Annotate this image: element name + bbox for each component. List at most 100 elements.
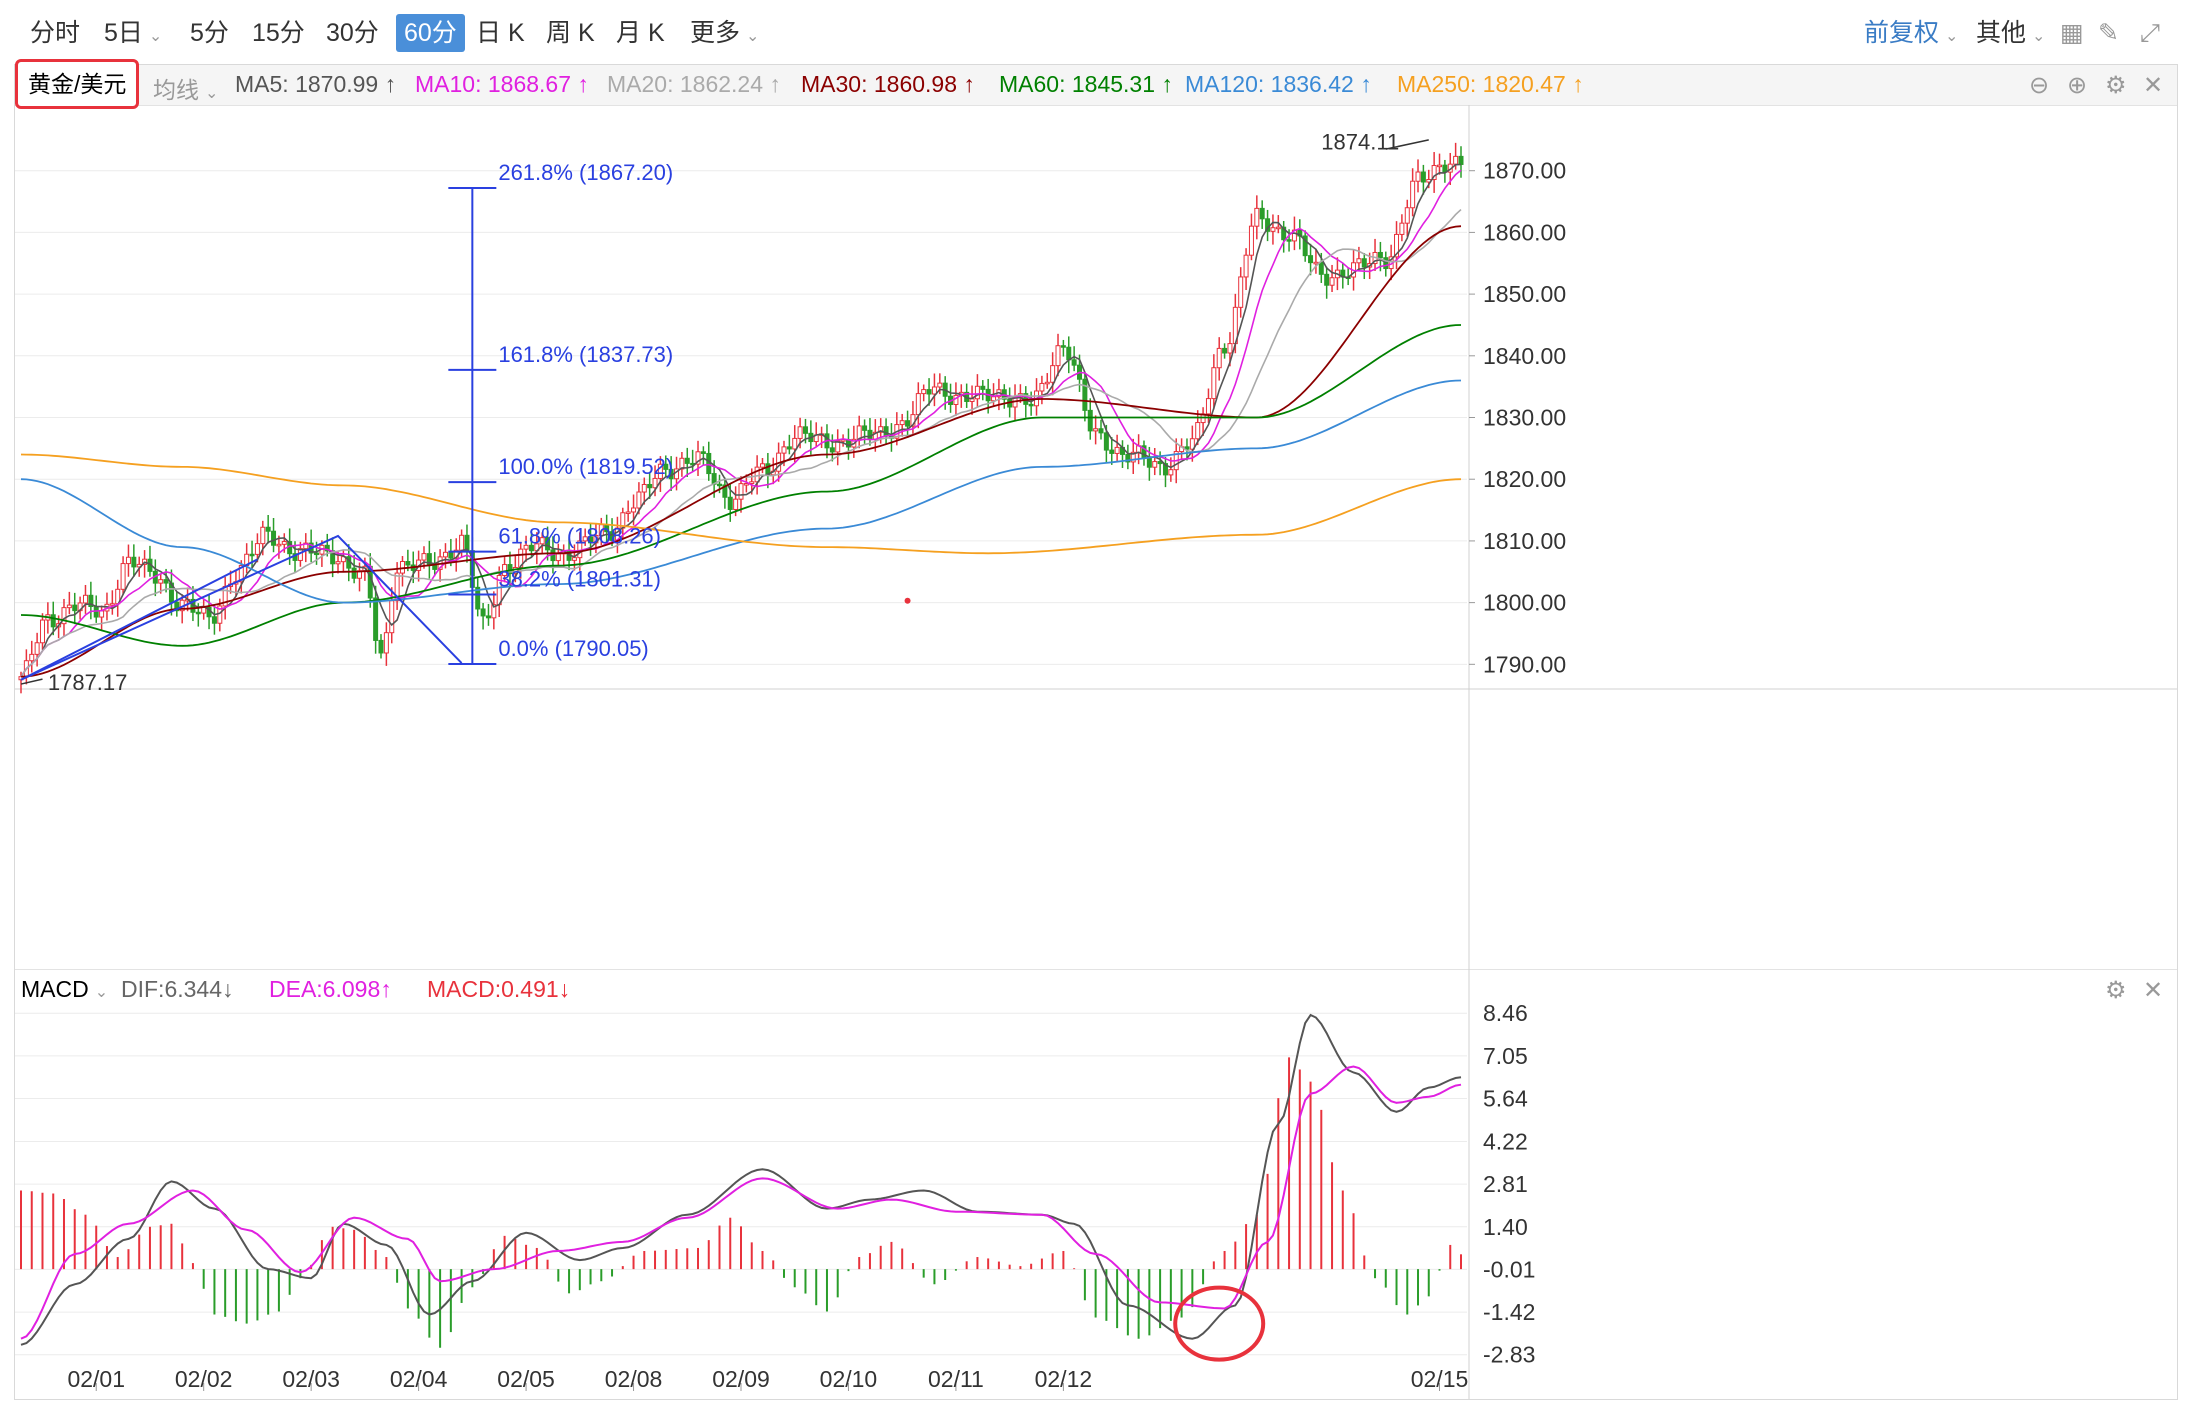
candle-body xyxy=(523,544,529,550)
candle-body xyxy=(1361,258,1367,268)
ma-legend-item: MA60: 1845.31 ↑ xyxy=(999,71,1173,98)
draw-pen-icon[interactable]: ✎ xyxy=(2098,19,2119,47)
macd-dea-line xyxy=(20,1065,1462,1340)
tab-30min[interactable]: 30分 xyxy=(326,19,379,47)
ma-legend-arrow: ↑ xyxy=(963,71,975,97)
close-icon[interactable]: ✕ xyxy=(2143,72,2164,99)
expand-icon[interactable]: ⤢ xyxy=(2140,19,2161,47)
minus-icon[interactable]: ⊖ xyxy=(2029,72,2050,99)
tab-5day[interactable]: 5日 ⌄ xyxy=(104,14,162,52)
candle-body xyxy=(163,579,169,584)
candle-body xyxy=(663,463,669,470)
candle-body xyxy=(335,561,341,565)
candle-body xyxy=(394,572,400,602)
fib-level-label: 38.2% (1801.31) xyxy=(498,567,661,592)
candle-body xyxy=(1329,277,1335,286)
gear-icon[interactable]: ⚙ xyxy=(2105,72,2127,99)
candle-body xyxy=(120,563,126,590)
gear-icon[interactable]: ⚙ xyxy=(2105,977,2127,1004)
macd-tick-label: 8.46 xyxy=(1483,1000,1528,1026)
candle-body xyxy=(749,481,755,485)
candle-body xyxy=(1302,235,1308,257)
candle-body xyxy=(657,463,663,479)
other-menu[interactable]: 其他 ⌄ xyxy=(1976,14,2045,52)
x-axis-label: 02/12 xyxy=(1035,1366,1093,1392)
candle-body xyxy=(1060,345,1066,348)
tab-more[interactable]: 更多 ⌄ xyxy=(690,14,759,52)
indicator-select[interactable]: 均线 ⌄ xyxy=(153,71,218,105)
ma-legend-item: MA250: 1820.47 ↑ xyxy=(1397,71,1584,98)
candle-body xyxy=(695,451,701,465)
tab-month-k[interactable]: 月 K xyxy=(616,19,665,47)
candle-body xyxy=(652,477,658,489)
candle-body xyxy=(937,382,943,388)
ma250-line xyxy=(20,453,1462,555)
macd-tick-label: -2.83 xyxy=(1483,1342,1535,1368)
candle-body xyxy=(464,534,470,552)
candle-body xyxy=(684,457,690,464)
candle-body xyxy=(34,642,40,655)
tab-5min[interactable]: 5分 xyxy=(190,19,229,47)
ma-legend-item: MA5: 1870.99 ↑ xyxy=(235,71,396,98)
chevron-down-icon: ⌄ xyxy=(148,28,163,45)
macd-tick-label: 4.22 xyxy=(1483,1128,1528,1154)
candle-body xyxy=(1243,254,1249,278)
macd-legend-bar: MACD ⌄ DIF:6.344↓ DEA:6.098↑ MACD:0.491↓ … xyxy=(15,969,2177,1010)
candle-body xyxy=(1189,438,1195,450)
candle-body xyxy=(609,531,615,541)
macd-dif: DIF:6.344↓ xyxy=(121,976,234,1003)
candle-body xyxy=(545,537,551,551)
candle-body xyxy=(636,491,642,509)
candle-body xyxy=(1453,155,1459,165)
candle-body xyxy=(1087,409,1093,432)
adjust-select[interactable]: 前复权 ⌄ xyxy=(1864,14,1958,52)
tab-60min[interactable]: 60分 xyxy=(396,14,465,52)
tab-timeshare[interactable]: 分时 xyxy=(30,19,81,47)
tab-week-k[interactable]: 周 K xyxy=(546,19,595,47)
close-icon[interactable]: ✕ xyxy=(2143,977,2164,1004)
x-axis-label: 02/02 xyxy=(175,1366,233,1392)
candle-body xyxy=(1356,258,1362,264)
ma-legend-item: MA20: 1862.24 ↑ xyxy=(607,71,781,98)
macd-dea-value: DEA:6.098 xyxy=(269,976,381,1002)
tab-15min[interactable]: 15分 xyxy=(252,19,305,47)
candle-body xyxy=(1028,403,1034,407)
macd-tick-label: 1.40 xyxy=(1483,1214,1528,1240)
candle-body xyxy=(980,385,986,390)
candle-body xyxy=(158,579,164,584)
fib-level-label: 161.8% (1837.73) xyxy=(498,342,673,367)
macd-tick-label: 7.05 xyxy=(1483,1043,1528,1069)
plus-icon[interactable]: ⊕ xyxy=(2067,72,2088,99)
macd-tick-label: 5.64 xyxy=(1483,1086,1528,1112)
marker-dot xyxy=(904,597,911,604)
symbol-selector[interactable]: 黄金/美元 xyxy=(15,59,140,109)
macd-value: MACD:0.491↓ xyxy=(427,976,570,1003)
grid-icon[interactable]: ▦ xyxy=(2060,19,2084,47)
candle-body xyxy=(974,385,980,400)
tab-day-k[interactable]: 日 K xyxy=(476,19,525,47)
candle-body xyxy=(1437,164,1443,168)
candle-body xyxy=(1071,359,1077,366)
candle-body xyxy=(1394,233,1400,258)
chevron-down-icon: ⌄ xyxy=(746,28,760,45)
candle-body xyxy=(314,552,320,556)
macd-select[interactable]: MACD ⌄ xyxy=(21,976,108,1003)
candle-body xyxy=(802,426,808,434)
candle-body xyxy=(700,451,706,454)
candle-body xyxy=(1103,432,1109,451)
candle-body xyxy=(582,536,588,542)
chart-plot[interactable]: 1870.00 1860.00 1850.00 1840.00 1830.00 1820.… xyxy=(15,65,2177,1399)
candle-body xyxy=(72,604,78,612)
price-tick-label: 1870.00 xyxy=(1483,158,1566,184)
candle-body xyxy=(276,543,282,547)
candle-body xyxy=(109,603,115,606)
macd-dea-arrow: ↑ xyxy=(380,976,392,1002)
ma-legend-value: MA30: 1860.98 xyxy=(801,71,964,97)
candle-body xyxy=(1093,428,1099,432)
candle-body xyxy=(781,446,787,454)
candle-body xyxy=(442,551,448,558)
candle-body xyxy=(792,437,798,450)
candle-body xyxy=(625,511,631,514)
candle-body xyxy=(324,544,330,552)
candle-body xyxy=(421,553,427,561)
